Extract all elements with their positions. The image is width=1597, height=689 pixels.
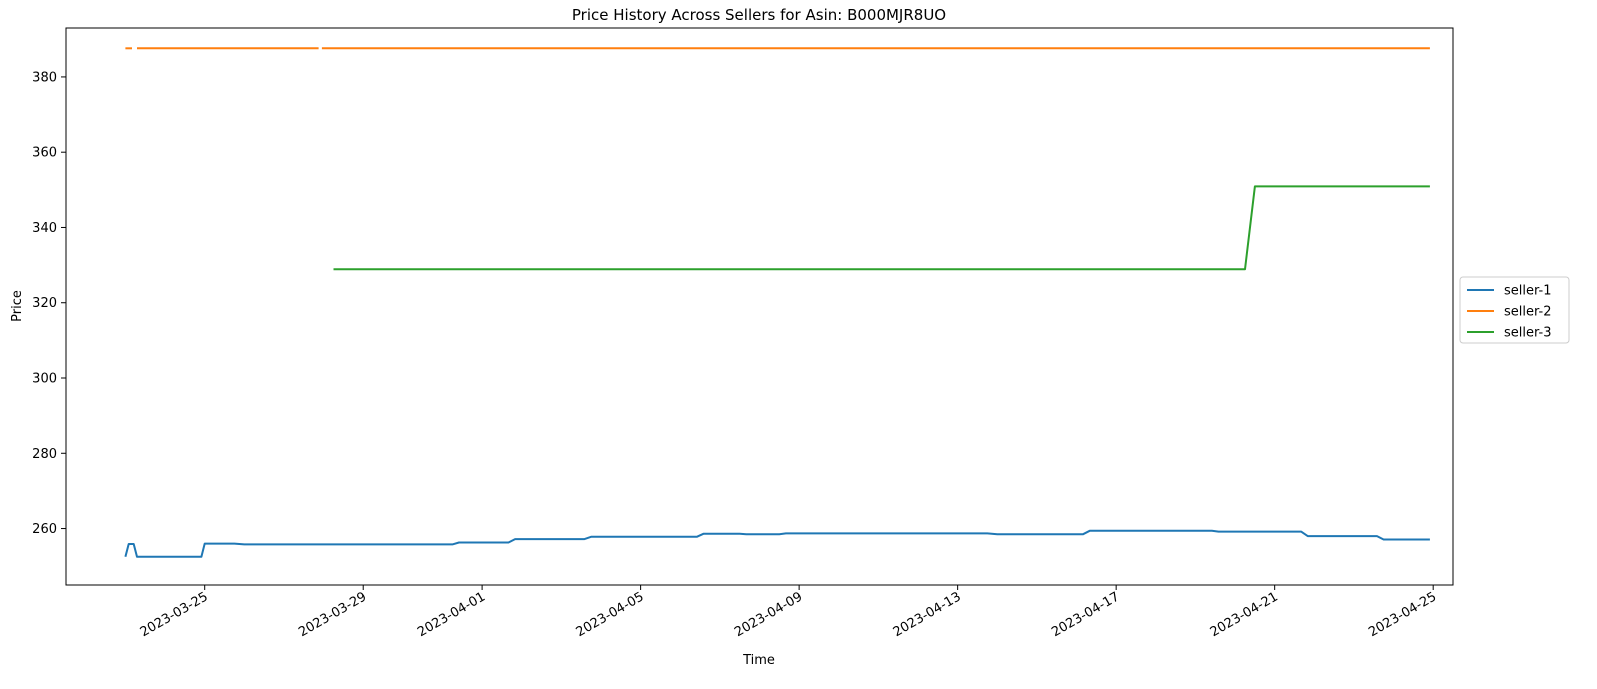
legend: seller-1 seller-2 seller-3 [1459, 276, 1570, 344]
chart-title: Price History Across Sellers for Asin: B… [572, 6, 946, 24]
y-tick-label: 340 [32, 221, 57, 236]
y-tick-label: 260 [32, 522, 57, 537]
seller-3-line [333, 185, 1430, 271]
plot-frame [65, 27, 1454, 586]
y-tick-label: 280 [32, 447, 57, 462]
y-axis-label: Price [10, 290, 25, 322]
legend-label-seller-2: seller-2 [1504, 305, 1551, 320]
legend-frame [1459, 276, 1570, 344]
legend-label-seller-1: seller-1 [1504, 284, 1551, 299]
y-axis: 260 280 300 320 340 360 380 [32, 70, 66, 537]
y-tick-label: 380 [32, 70, 57, 85]
x-axis-label: Time [742, 653, 775, 668]
seller-1-line [124, 529, 1430, 558]
series-lines [124, 47, 1430, 558]
y-tick-label: 360 [32, 146, 57, 161]
y-tick-label: 320 [32, 296, 57, 311]
y-tick-label: 300 [32, 372, 57, 387]
legend-label-seller-3: seller-3 [1504, 326, 1551, 341]
